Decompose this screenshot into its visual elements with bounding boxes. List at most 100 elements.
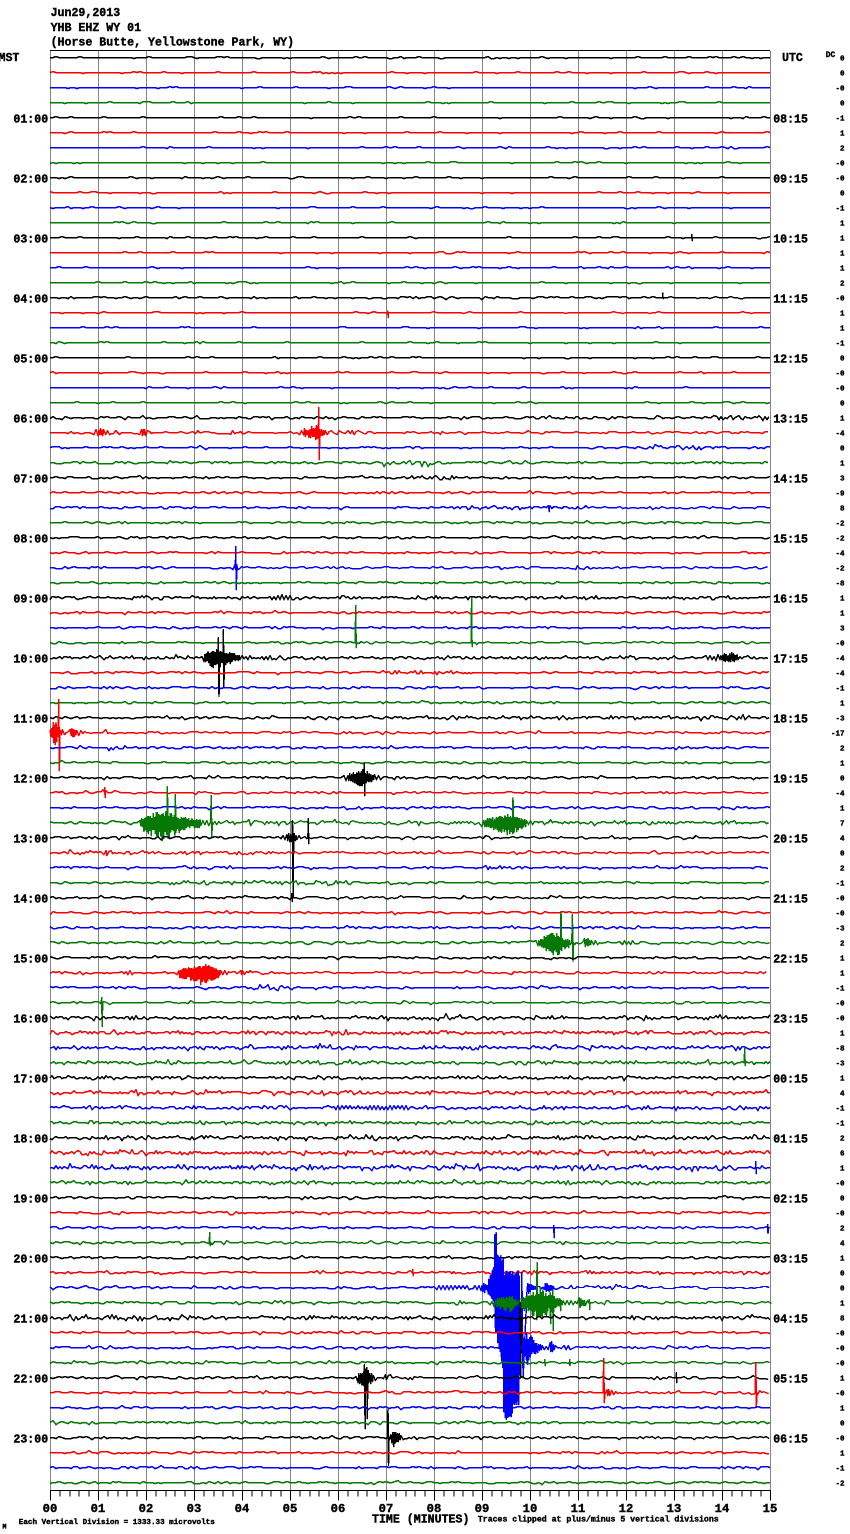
svg-text:1: 1 — [840, 326, 845, 334]
svg-text:17:15: 17:15 — [773, 654, 808, 667]
svg-text:1: 1 — [840, 221, 845, 229]
svg-text:4: 4 — [840, 836, 845, 844]
svg-text:17:00: 17:00 — [13, 1074, 48, 1087]
svg-text:1: 1 — [840, 236, 845, 244]
svg-text:14: 14 — [715, 1502, 730, 1516]
svg-text:03:00: 03:00 — [13, 234, 48, 247]
svg-text:-0: -0 — [835, 86, 845, 94]
svg-text:10: 10 — [523, 1502, 538, 1516]
svg-text:-1: -1 — [835, 206, 845, 214]
svg-text:10:15: 10:15 — [773, 234, 808, 247]
svg-text:13:00: 13:00 — [13, 834, 48, 847]
svg-text:-0: -0 — [835, 1346, 845, 1354]
svg-text:1: 1 — [840, 806, 845, 814]
svg-text:-1: -1 — [835, 1121, 845, 1129]
svg-text:23:15: 23:15 — [773, 1014, 808, 1027]
svg-text:3: 3 — [840, 626, 845, 634]
svg-text:09:15: 09:15 — [773, 174, 808, 187]
svg-text:07: 07 — [379, 1502, 394, 1516]
svg-text:1: 1 — [840, 611, 845, 619]
svg-text:1: 1 — [840, 1076, 845, 1084]
svg-text:1: 1 — [840, 761, 845, 769]
svg-text:21:15: 21:15 — [773, 894, 808, 907]
svg-text:10:00: 10:00 — [13, 654, 48, 667]
svg-text:-9: -9 — [835, 491, 845, 499]
svg-text:1: 1 — [840, 266, 845, 274]
svg-text:06:15: 06:15 — [773, 1434, 808, 1447]
svg-text:-1: -1 — [835, 1106, 845, 1114]
svg-text:-1: -1 — [835, 341, 845, 349]
svg-text:05: 05 — [283, 1502, 298, 1516]
svg-text:0: 0 — [840, 101, 845, 109]
svg-text:19:00: 19:00 — [13, 1194, 48, 1207]
svg-text:2: 2 — [840, 746, 845, 754]
svg-text:21:00: 21:00 — [13, 1314, 48, 1327]
svg-text:22:15: 22:15 — [773, 954, 808, 967]
svg-text:08:15: 08:15 — [773, 114, 808, 127]
svg-text:02: 02 — [139, 1502, 154, 1516]
svg-text:1: 1 — [840, 1031, 845, 1039]
svg-text:-0: -0 — [835, 896, 845, 904]
svg-text:-2: -2 — [835, 1481, 845, 1489]
svg-text:3: 3 — [840, 476, 845, 484]
svg-text:-3: -3 — [835, 1061, 845, 1069]
svg-text:Traces clipped at plus/minus 5: Traces clipped at plus/minus 5 vertical … — [478, 1515, 719, 1525]
svg-text:16:00: 16:00 — [13, 1014, 48, 1027]
svg-text:1: 1 — [840, 956, 845, 964]
svg-text:-0: -0 — [835, 1211, 845, 1219]
svg-text:1: 1 — [840, 1256, 845, 1264]
svg-text:1: 1 — [840, 596, 845, 604]
svg-text:03: 03 — [187, 1502, 202, 1516]
svg-text:0: 0 — [840, 1271, 845, 1279]
svg-text:1: 1 — [840, 1376, 845, 1384]
svg-text:-4: -4 — [835, 551, 845, 559]
svg-text:18:15: 18:15 — [773, 714, 808, 727]
svg-text:08: 08 — [427, 1502, 442, 1516]
svg-text:16:15: 16:15 — [773, 594, 808, 607]
svg-text:-1: -1 — [835, 881, 845, 889]
svg-text:-1: -1 — [835, 116, 845, 124]
svg-text:-2: -2 — [835, 521, 845, 529]
svg-text:-0: -0 — [835, 1331, 845, 1339]
svg-text:12: 12 — [619, 1502, 634, 1516]
svg-text:0: 0 — [840, 356, 845, 364]
svg-text:0: 0 — [840, 1196, 845, 1204]
svg-text:-0: -0 — [835, 161, 845, 169]
svg-text:06: 06 — [331, 1502, 346, 1516]
svg-text:02:15: 02:15 — [773, 1194, 808, 1207]
svg-text:-0: -0 — [835, 1001, 845, 1009]
svg-text:-0: -0 — [835, 641, 845, 649]
svg-text:-3: -3 — [835, 716, 845, 724]
svg-text:08:00: 08:00 — [13, 534, 48, 547]
svg-text:07:00: 07:00 — [13, 474, 48, 487]
svg-text:-0: -0 — [835, 386, 845, 394]
svg-text:23:00: 23:00 — [13, 1434, 48, 1447]
svg-text:0: 0 — [840, 446, 845, 454]
svg-text:11: 11 — [571, 1502, 586, 1516]
svg-text:-4: -4 — [835, 656, 845, 664]
svg-text:12:00: 12:00 — [13, 774, 48, 787]
svg-text:-2: -2 — [835, 536, 845, 544]
svg-text:MST: MST — [0, 52, 19, 65]
svg-text:-0: -0 — [835, 176, 845, 184]
svg-text:-0: -0 — [835, 1016, 845, 1024]
svg-text:-17: -17 — [831, 731, 845, 739]
svg-text:0: 0 — [840, 851, 845, 859]
svg-text:20:00: 20:00 — [13, 1254, 48, 1267]
svg-text:TIME (MINUTES): TIME (MINUTES) — [372, 1514, 469, 1527]
svg-text:Each Vertical Division = 1333.: Each Vertical Division = 1333.33 microvo… — [19, 1519, 215, 1527]
svg-text:14:00: 14:00 — [13, 894, 48, 907]
svg-text:1: 1 — [840, 1301, 845, 1309]
svg-text:2: 2 — [840, 1226, 845, 1234]
svg-text:0: 0 — [840, 776, 845, 784]
svg-text:-0: -0 — [835, 1181, 845, 1189]
svg-text:05:00: 05:00 — [13, 354, 48, 367]
svg-text:1: 1 — [840, 701, 845, 709]
svg-text:03:15: 03:15 — [773, 1254, 808, 1267]
svg-text:-0: -0 — [835, 911, 845, 919]
svg-text:1: 1 — [840, 1451, 845, 1459]
svg-text:1: 1 — [840, 1166, 845, 1174]
svg-text:02:00: 02:00 — [13, 174, 48, 187]
svg-text:1: 1 — [840, 416, 845, 424]
svg-text:04:15: 04:15 — [773, 1314, 808, 1327]
